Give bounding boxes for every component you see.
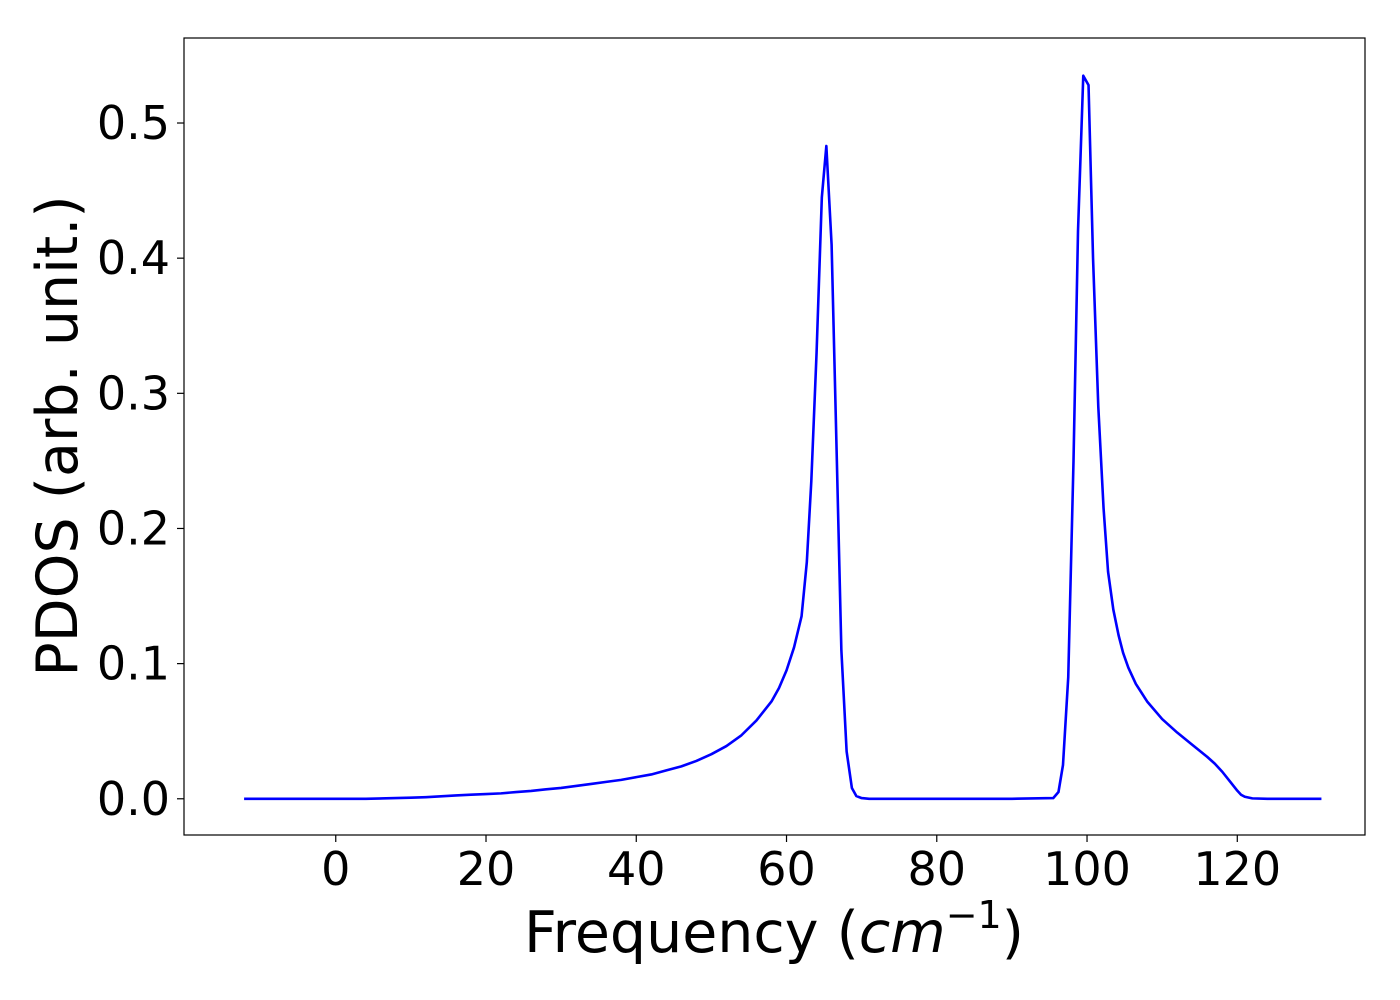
y-tick-label: 0.4 xyxy=(97,231,170,285)
y-axis-ticks: 0.0 0.1 0.2 0.3 0.4 0.5 xyxy=(97,96,184,826)
x-tick-label: 20 xyxy=(457,842,516,896)
x-axis-label-open: ( xyxy=(837,900,859,966)
y-tick-label: 0.1 xyxy=(97,637,170,691)
y-tick-label: 0.2 xyxy=(97,501,170,555)
plot-frame xyxy=(183,37,1366,836)
y-axis-label: PDOS (arb. unit.) xyxy=(25,195,91,676)
series-layer xyxy=(244,74,1322,801)
x-tick-label: 80 xyxy=(908,842,967,896)
x-tick-label: 40 xyxy=(607,842,666,896)
x-tick-label: 0 xyxy=(321,842,350,896)
x-axis-label-close: ) xyxy=(1002,900,1024,966)
x-axis-label-text: Frequency xyxy=(524,900,818,966)
pdos-line-0 xyxy=(244,74,1322,801)
x-axis-label-exponent: −1 xyxy=(946,893,1002,937)
y-tick-label: 0.3 xyxy=(97,366,170,420)
x-axis-label-unit: cm xyxy=(859,900,946,966)
y-tick-label: 0.0 xyxy=(97,772,170,826)
y-tick-label: 0.5 xyxy=(97,96,170,150)
x-tick-label: 60 xyxy=(757,842,816,896)
x-tick-label: 100 xyxy=(1043,842,1131,896)
x-tick-label: 120 xyxy=(1193,842,1281,896)
x-axis-label: Frequency (cm−1) xyxy=(524,893,1024,966)
x-axis-ticks: 0 20 40 60 80 100 120 xyxy=(321,835,1281,896)
